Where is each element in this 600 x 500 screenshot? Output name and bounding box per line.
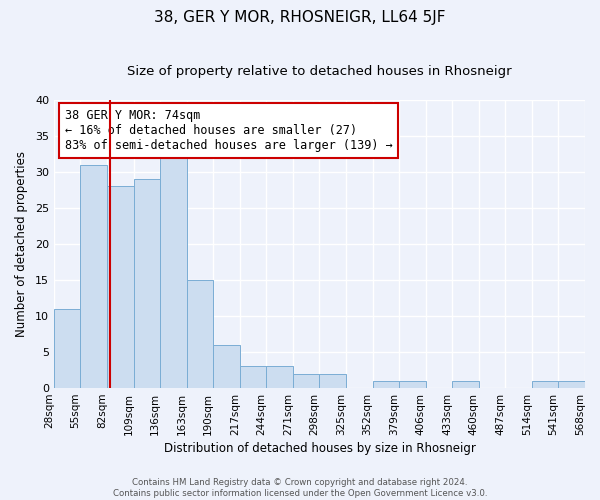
Y-axis label: Number of detached properties: Number of detached properties bbox=[15, 151, 28, 337]
Bar bbox=[559, 381, 585, 388]
Bar bbox=[240, 366, 266, 388]
Bar bbox=[532, 381, 559, 388]
Bar bbox=[187, 280, 213, 388]
Bar bbox=[54, 309, 80, 388]
Bar bbox=[399, 381, 425, 388]
Bar bbox=[107, 186, 134, 388]
X-axis label: Distribution of detached houses by size in Rhosneigr: Distribution of detached houses by size … bbox=[164, 442, 475, 455]
Text: 38, GER Y MOR, RHOSNEIGR, LL64 5JF: 38, GER Y MOR, RHOSNEIGR, LL64 5JF bbox=[154, 10, 446, 25]
Bar bbox=[160, 150, 187, 388]
Bar bbox=[319, 374, 346, 388]
Bar bbox=[134, 179, 160, 388]
Bar bbox=[373, 381, 399, 388]
Bar bbox=[80, 165, 107, 388]
Bar bbox=[293, 374, 319, 388]
Bar bbox=[213, 345, 240, 388]
Text: 38 GER Y MOR: 74sqm
← 16% of detached houses are smaller (27)
83% of semi-detach: 38 GER Y MOR: 74sqm ← 16% of detached ho… bbox=[65, 108, 392, 152]
Bar bbox=[266, 366, 293, 388]
Title: Size of property relative to detached houses in Rhosneigr: Size of property relative to detached ho… bbox=[127, 65, 512, 78]
Text: Contains HM Land Registry data © Crown copyright and database right 2024.
Contai: Contains HM Land Registry data © Crown c… bbox=[113, 478, 487, 498]
Bar bbox=[452, 381, 479, 388]
